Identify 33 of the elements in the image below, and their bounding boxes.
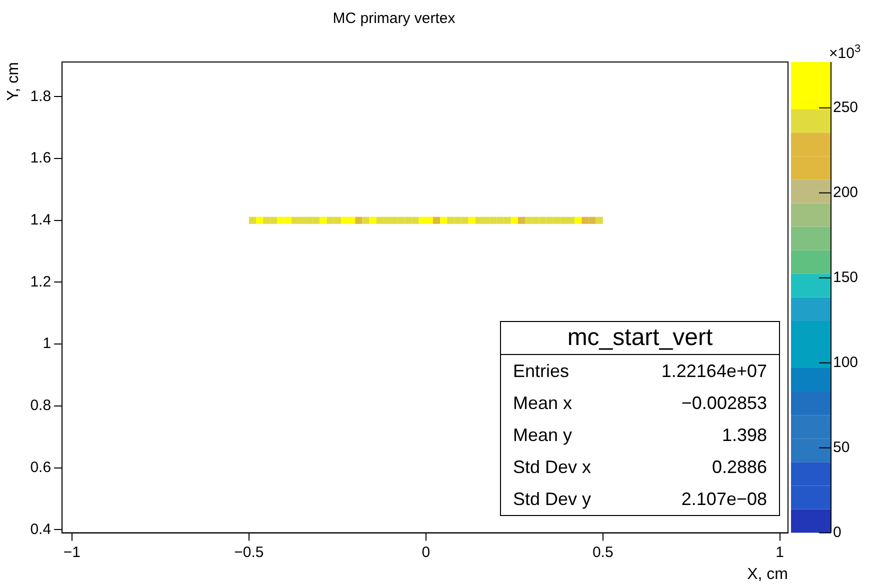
annotation: −0.002853 [681, 393, 767, 414]
y-axis-title: Y, cm [5, 62, 22, 101]
color-bar-label: 250 [833, 99, 858, 116]
color-bar-label: 100 [833, 354, 858, 371]
annotation: 1.398 [722, 425, 767, 446]
y-tick-label: 1.4 [30, 212, 52, 229]
y-tick-label: 0.4 [30, 520, 52, 538]
x-tick-label: 1 [776, 544, 784, 561]
annotation: 2.107e−08 [681, 489, 767, 510]
annotation: 0.2886 [712, 457, 767, 478]
chart-title: MC primary vertex [332, 10, 456, 28]
x-tick-label: −1 [63, 544, 81, 561]
color-bar-label: 150 [833, 268, 858, 286]
x-tick-label: −0.5 [234, 544, 264, 561]
y-tick-label: 1.6 [30, 150, 52, 167]
annotation: Mean y [513, 425, 572, 446]
annotation: Std Dev x [513, 457, 592, 478]
y-tick-label: 0.6 [30, 458, 52, 476]
annotation: Std Dev y [513, 489, 592, 510]
color-bar-label: 200 [833, 184, 858, 202]
y-tick-label: 1.2 [30, 273, 52, 290]
y-tick-label: 0.8 [30, 397, 52, 414]
annotation: mc_start_vert [501, 322, 779, 355]
color-bar-label: 50 [833, 438, 850, 456]
x-axis-title: X, cm [747, 566, 788, 583]
x-tick-label: 0 [422, 544, 430, 561]
y-tick-label: 1.8 [30, 88, 52, 105]
annotation: Mean x [513, 393, 572, 414]
annotation: Entries [513, 361, 570, 382]
color-bar-label: 0 [833, 524, 842, 541]
annotation: 1.22164e+07 [661, 361, 767, 382]
y-tick-label: 1 [42, 335, 52, 352]
x-tick-label: 0.5 [592, 544, 614, 561]
